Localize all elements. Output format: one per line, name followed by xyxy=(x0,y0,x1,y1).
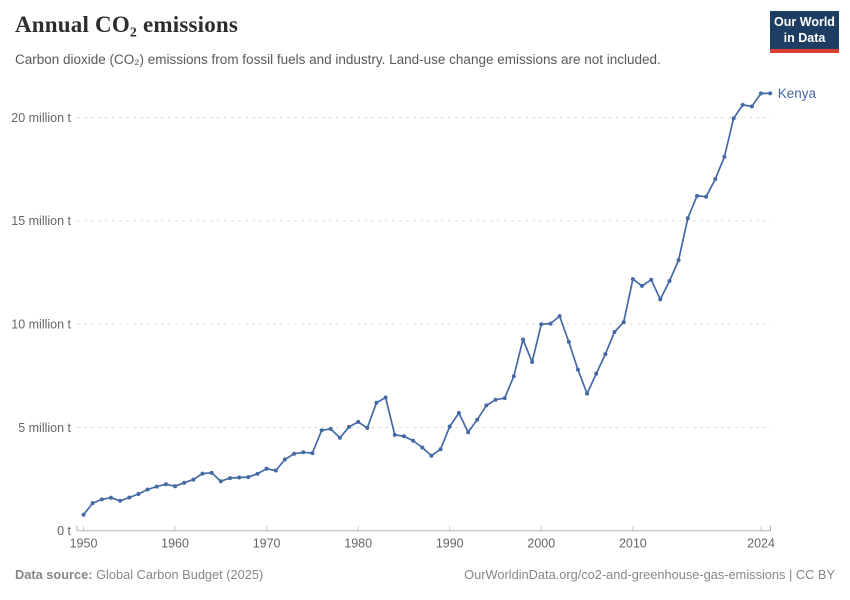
chart-subtitle: Carbon dioxide (CO₂) emissions from foss… xyxy=(15,52,661,67)
series-line-kenya xyxy=(81,91,773,517)
data-source-value: Global Carbon Budget (2025) xyxy=(96,567,264,582)
svg-text:2010: 2010 xyxy=(619,536,647,550)
owid-url-link[interactable]: OurWorldinData.org/co2-and-greenhouse-ga… xyxy=(464,567,786,582)
svg-text:0 t: 0 t xyxy=(57,524,71,538)
svg-text:1950: 1950 xyxy=(70,536,98,550)
y-axis-labels: 0 t 5 million t 10 million t 15 million t 20… xyxy=(11,111,71,538)
svg-text:2024: 2024 xyxy=(747,536,775,550)
license-badge: | CC BY xyxy=(789,567,835,582)
svg-text:10 million t: 10 million t xyxy=(11,317,71,331)
page-title: Annual CO₂ emissions xyxy=(15,12,239,37)
owid-logo-line2: in Data xyxy=(783,31,826,45)
owid-logo[interactable]: Our World in Data xyxy=(770,11,839,53)
svg-text:15 million t: 15 million t xyxy=(11,214,71,228)
svg-text:1960: 1960 xyxy=(161,536,189,550)
y-gridlines xyxy=(77,117,771,428)
data-source-note: Data source: Global Carbon Budget (2025) xyxy=(15,567,263,582)
x-axis xyxy=(76,525,771,532)
data-source-label: Data source: xyxy=(15,567,93,582)
svg-text:20 million t: 20 million t xyxy=(11,111,71,125)
svg-text:1990: 1990 xyxy=(436,536,464,550)
svg-text:1970: 1970 xyxy=(253,536,281,550)
svg-text:1980: 1980 xyxy=(344,536,372,550)
svg-text:5 million t: 5 million t xyxy=(18,421,71,435)
svg-text:2000: 2000 xyxy=(527,536,555,550)
footer-link-area: OurWorldinData.org/co2-and-greenhouse-ga… xyxy=(464,567,835,582)
x-axis-labels: 1950 1960 1970 1980 1990 2000 2010 2024 xyxy=(70,536,775,550)
owid-logo-line1: Our World xyxy=(774,14,835,29)
series-entity-label: Kenya xyxy=(778,86,817,101)
chart-footer: Data source: Global Carbon Budget (2025)… xyxy=(15,567,835,582)
